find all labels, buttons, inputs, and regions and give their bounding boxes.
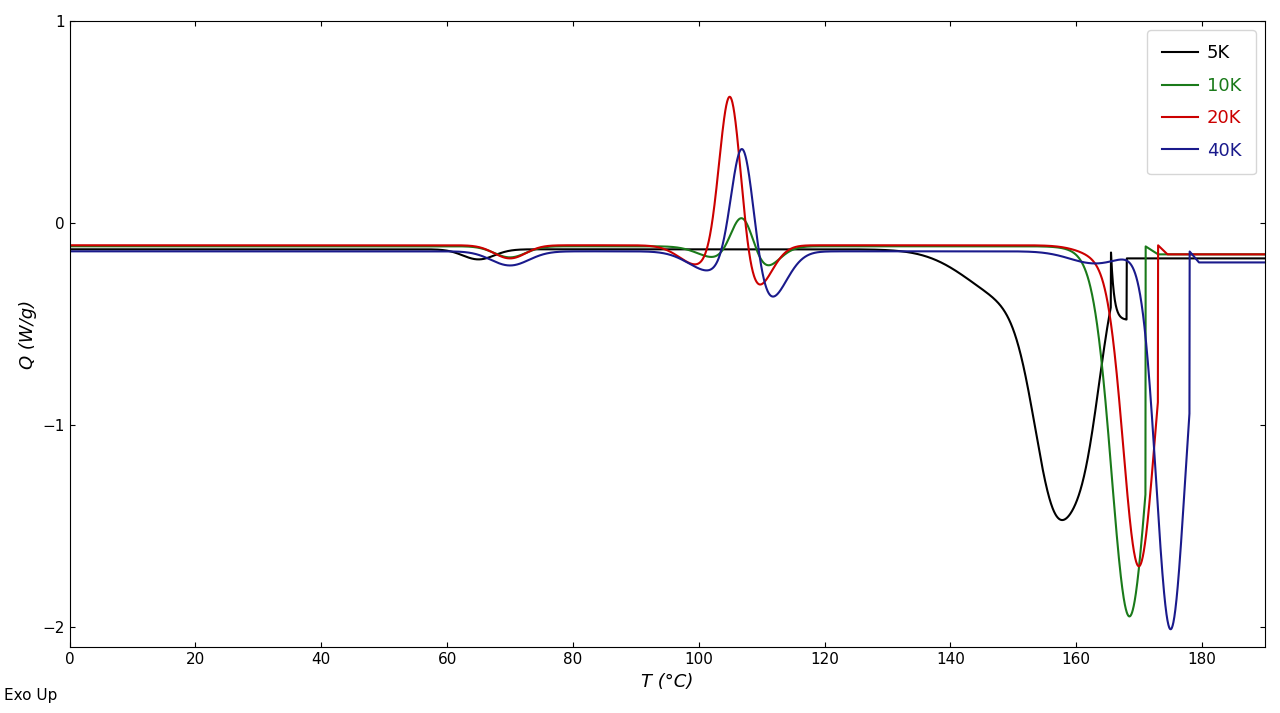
Y-axis label: Q (W/g): Q (W/g): [19, 299, 37, 369]
40K: [279, 247, 294, 255]
20K: [1257, 250, 1272, 259]
5K: [1055, 515, 1070, 524]
5K: [1257, 254, 1272, 262]
10K: [954, 242, 969, 250]
10K: [279, 242, 294, 250]
Legend: 5K, 10K, 20K, 40K: 5K, 10K, 20K, 40K: [1147, 30, 1256, 174]
20K: [1044, 242, 1060, 250]
20K: [61, 241, 77, 250]
5K: [61, 245, 77, 254]
10K: [61, 242, 77, 250]
20K: [954, 241, 969, 250]
40K: [954, 247, 969, 255]
20K: [1132, 562, 1147, 570]
10K: [518, 248, 534, 257]
40K: [780, 276, 795, 284]
20K: [780, 247, 795, 256]
10K: [1044, 242, 1060, 251]
5K: [840, 245, 855, 254]
5K: [518, 245, 534, 254]
40K: [1257, 258, 1272, 267]
5K: [1044, 503, 1060, 512]
40K: [518, 257, 534, 265]
X-axis label: T (°C): T (°C): [641, 673, 694, 691]
Line: 20K: 20K: [69, 97, 1265, 566]
20K: [840, 241, 855, 250]
20K: [722, 93, 737, 101]
10K: [1121, 612, 1137, 621]
10K: [840, 242, 855, 250]
5K: [279, 245, 294, 254]
40K: [840, 247, 855, 255]
40K: [735, 145, 750, 153]
20K: [279, 241, 294, 250]
Line: 5K: 5K: [69, 250, 1265, 520]
Line: 40K: 40K: [69, 149, 1265, 630]
Text: Exo Up: Exo Up: [4, 688, 58, 703]
5K: [778, 245, 794, 254]
20K: [518, 249, 534, 257]
40K: [1044, 250, 1060, 259]
10K: [733, 214, 749, 222]
10K: [780, 249, 795, 257]
40K: [61, 247, 77, 255]
10K: [1257, 250, 1272, 259]
Line: 10K: 10K: [69, 218, 1265, 617]
5K: [954, 270, 969, 279]
40K: [1162, 625, 1178, 634]
